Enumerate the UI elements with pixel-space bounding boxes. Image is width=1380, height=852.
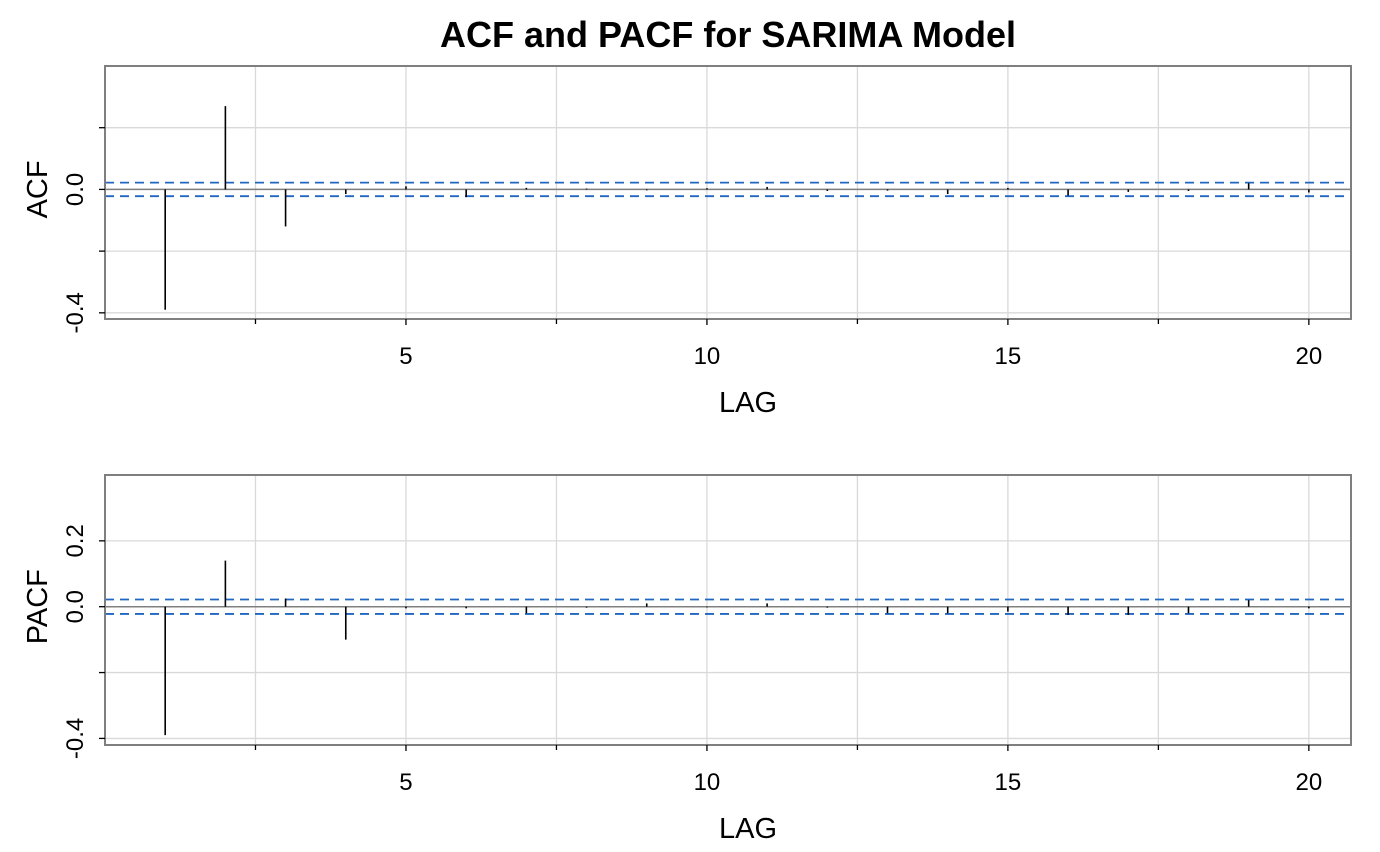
pacf-x-tick-label: 5: [399, 769, 412, 796]
acf-plot-frame: [104, 65, 1352, 320]
acf-x-tick-label: 5: [399, 343, 412, 370]
acf-x-tick-label: 20: [1296, 343, 1323, 370]
pacf-y-tick-label: 0.0: [62, 590, 89, 623]
acf-x-tick-label: 10: [694, 343, 721, 370]
acf-y-axis-label: ACF: [22, 160, 54, 218]
pacf-panel: 5 10 15 20 -0.4 0.0 0.2 LAG PACF: [22, 474, 1352, 845]
acf-panel: 5 10 15 20 -0.4 0.0 LAG ACF: [22, 65, 1352, 419]
pacf-y-tick-label: 0.2: [62, 524, 89, 557]
pacf-plot-frame: [104, 474, 1352, 746]
pacf-y-axis-label: PACF: [22, 569, 54, 644]
acf-x-axis-label: LAG: [719, 387, 777, 419]
pacf-y-tick-label: -0.4: [62, 718, 89, 759]
acf-y-tick-label: 0.0: [62, 173, 89, 206]
figure-title: ACF and PACF for SARIMA Model: [440, 14, 1016, 55]
pacf-x-tick-label: 20: [1296, 769, 1323, 796]
pacf-x-axis-label: LAG: [719, 813, 777, 845]
acf-x-tick-label: 15: [995, 343, 1022, 370]
acf-y-tick-label: -0.4: [62, 292, 89, 333]
pacf-x-tick-label: 15: [995, 769, 1022, 796]
pacf-x-tick-label: 10: [694, 769, 721, 796]
